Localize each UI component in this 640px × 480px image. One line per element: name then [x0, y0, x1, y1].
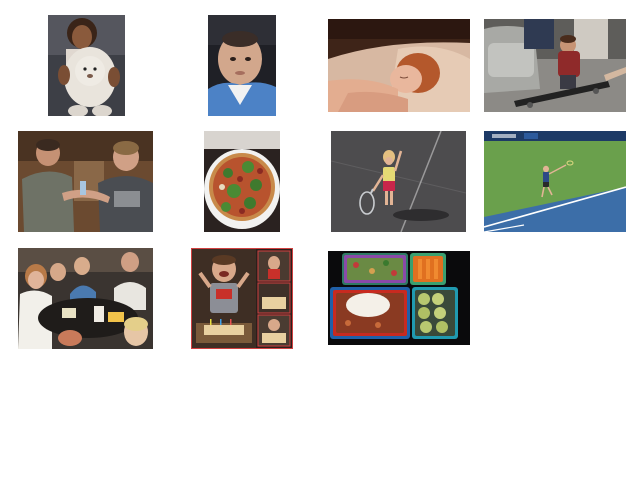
child-skateboard-image [484, 19, 626, 112]
birthday-collage-image [192, 249, 292, 348]
toddler-tennis-image [331, 131, 466, 232]
bento-lunch-image [328, 251, 470, 345]
sleeping-child-image [328, 19, 470, 112]
thumbnail-family-dinner[interactable] [18, 248, 153, 349]
thumbnail-two-men-party[interactable] [18, 131, 153, 232]
pizza-image [204, 131, 280, 232]
thumbnail-tennis-serve[interactable] [484, 131, 626, 232]
family-dinner-image [18, 248, 153, 349]
thumbnail-toddler-tennis[interactable] [331, 131, 466, 232]
thumbnail-sleeping-child[interactable] [328, 19, 470, 112]
thumbnail-bento-lunch[interactable] [328, 251, 470, 345]
infant-portrait-image [208, 15, 276, 116]
thumbnail-birthday-collage[interactable] [191, 248, 293, 349]
child-teddy-bear-image [48, 15, 125, 116]
thumbnail-pizza[interactable] [204, 131, 280, 232]
thumbnail-child-skateboard[interactable] [484, 19, 626, 112]
two-men-party-image [18, 131, 153, 232]
thumbnail-child-teddy-bear[interactable] [48, 15, 125, 116]
tennis-serve-image [484, 131, 626, 232]
thumbnail-infant-portrait[interactable] [208, 15, 276, 116]
